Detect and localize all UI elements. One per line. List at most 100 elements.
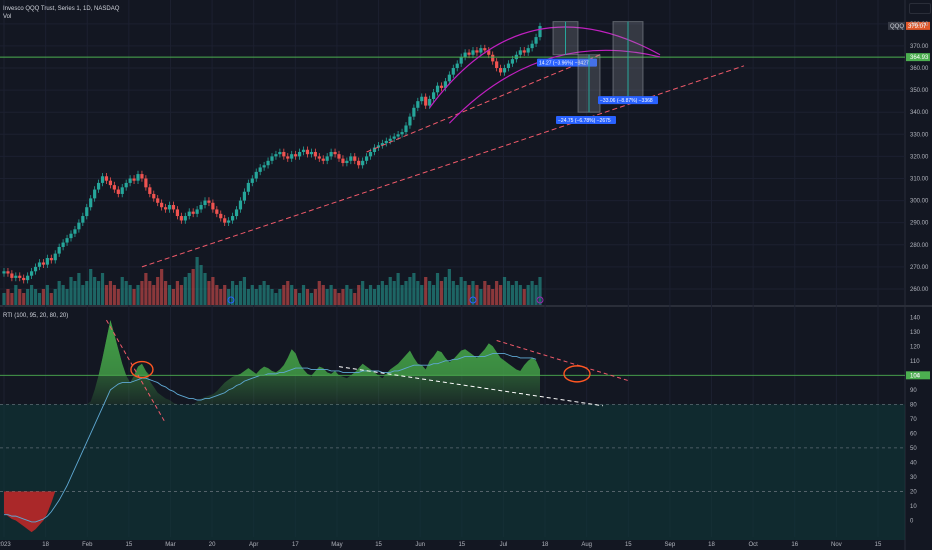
volume-bar — [187, 273, 191, 305]
volume-bar — [455, 285, 459, 305]
time-tick-label: 18 — [542, 542, 549, 548]
volume-bar — [219, 289, 223, 305]
indicator-legend[interactable]: RTI (100, 95, 20, 80, 20) — [3, 313, 69, 319]
candle-body — [227, 220, 231, 223]
drawings: 14.27 (−3.96%) −8427 −24.75 (−6.78%) −267… — [0, 21, 930, 304]
candle-body — [148, 187, 152, 194]
volume-bar — [211, 277, 215, 305]
time-tick-label: 15 — [625, 542, 632, 548]
candle-body — [120, 187, 124, 194]
candle-body — [364, 156, 369, 161]
rti-tick-label: 70 — [910, 417, 917, 423]
volume-bar — [163, 281, 168, 305]
candle-body — [203, 200, 207, 205]
volume-bar — [81, 285, 85, 305]
price-tick-label: 320.00 — [910, 154, 929, 160]
volume-bar — [372, 289, 377, 305]
candle-body — [10, 273, 14, 278]
volume-bar — [183, 277, 187, 305]
candle-body — [467, 52, 471, 55]
volume-bar — [207, 281, 211, 305]
time-tick-label: 16 — [791, 542, 798, 548]
volume-bar — [238, 281, 243, 305]
volume-bar — [451, 281, 455, 305]
volume-bar — [467, 285, 471, 305]
candle-body — [313, 151, 317, 157]
candle-body — [73, 229, 77, 234]
rti-tick-label: 50 — [910, 446, 917, 452]
volume-bar — [49, 293, 53, 305]
volume-bar — [136, 285, 140, 305]
volume-bar — [112, 285, 116, 305]
candle-body — [392, 136, 396, 139]
price-tick-label: 360.00 — [910, 66, 929, 72]
volume-bar — [191, 269, 195, 305]
volume-bar — [309, 293, 314, 305]
volume-bar — [502, 277, 507, 305]
candle-body — [45, 258, 49, 265]
volume-bar — [376, 285, 381, 305]
event-marker — [469, 296, 477, 304]
measure-label-bg — [556, 116, 616, 125]
candle-body — [108, 180, 113, 186]
candle-body — [112, 185, 116, 190]
volume-bar — [337, 293, 341, 305]
candle-body — [408, 116, 412, 126]
event-marker — [536, 296, 544, 304]
rti-signal-line — [4, 353, 537, 523]
volume-bar — [6, 289, 10, 305]
candle-body — [321, 158, 325, 161]
price-tick-label: 380.00 — [910, 22, 929, 28]
volume-bar — [317, 281, 321, 305]
candle-body — [144, 178, 148, 188]
volume-bar — [431, 285, 436, 305]
candle-body — [37, 262, 42, 267]
candle-body — [286, 156, 290, 159]
volume-bar — [510, 285, 515, 305]
volume-bar — [530, 281, 534, 305]
volume-bar — [388, 277, 392, 305]
candle-body — [167, 205, 172, 210]
time-tick-label: 20 — [209, 542, 216, 548]
candle-body — [242, 191, 247, 201]
measure-label-bg — [537, 58, 597, 67]
candle-body — [2, 271, 6, 274]
volume-bar — [18, 289, 22, 305]
candle-body — [349, 156, 353, 161]
volume-bar — [45, 285, 49, 305]
candle-body — [262, 165, 266, 168]
volume-bar — [266, 285, 270, 305]
candle-body — [234, 209, 239, 217]
level-price-text: 364.93 — [910, 55, 929, 61]
time-tick-label: Feb — [82, 542, 93, 548]
main-legend: Invesco QQQ Trust, Series 1, 1D, NASDAQ … — [3, 5, 119, 21]
candle-body — [69, 233, 73, 239]
volume-bar — [396, 273, 400, 305]
symbol-title[interactable]: Invesco QQQ Trust, Series 1, 1D, NASDAQ — [3, 6, 120, 12]
price-tick-label: 370.00 — [910, 44, 929, 50]
time-tick-label: 15 — [375, 542, 382, 548]
volume-bar — [439, 281, 444, 305]
candlesticks — [2, 22, 542, 284]
rti-tick-label: 110 — [910, 359, 920, 365]
candle-body — [230, 216, 235, 221]
chart-settings-button[interactable] — [909, 3, 931, 14]
candle-body — [345, 160, 349, 164]
volume-label[interactable]: Vol — [3, 14, 12, 20]
volume-bar — [274, 293, 278, 305]
candle-body — [491, 54, 495, 62]
candle-body — [140, 174, 144, 179]
candle-body — [357, 160, 361, 166]
volume-bar — [61, 285, 65, 305]
volume-bar — [495, 281, 499, 305]
candle-body — [93, 189, 97, 199]
candle-body — [471, 50, 475, 55]
volume-bar — [230, 281, 235, 305]
volume-bar — [443, 277, 448, 305]
measure-label: −24.75 (−6.78%) −2675 — [558, 118, 611, 124]
candle-body — [258, 167, 262, 172]
candle-body — [388, 138, 392, 141]
candle-body — [447, 74, 451, 82]
candle-body — [179, 216, 183, 221]
candle-body — [325, 156, 329, 161]
